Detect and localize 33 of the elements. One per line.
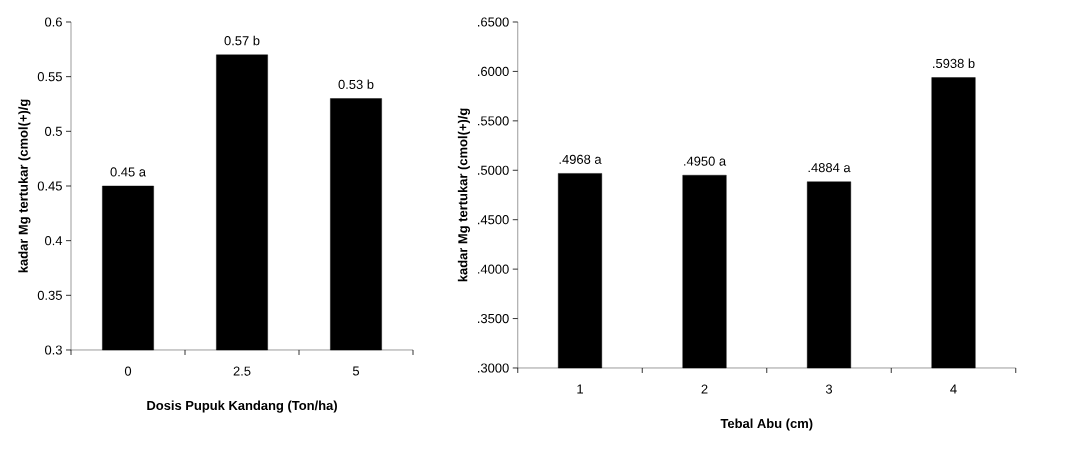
y-axis-title: kadar Mg tertukar (cmol(+)/g [18,99,31,273]
y-tick-label: 0.4 [44,236,63,246]
data-label: 0.45 a [110,167,146,177]
y-axis-title: kadar Mg tertukar (cmol(+)/g [457,108,470,282]
y-tick-label: .6000 [478,66,509,76]
y-tick-label: .3000 [478,363,509,373]
x-axis-title: Dosis Pupuk Kandang (Ton/ha) [147,400,337,413]
y-tick-label: .5000 [478,165,509,175]
y-tick-label: 0.6 [44,17,62,27]
y-tick-label: 0.5 [44,126,62,136]
data-label: .5938 b [933,58,975,69]
data-label: .4968 a [559,154,602,164]
x-tick-label: 4 [950,384,957,394]
data-label: 0.53 b [338,79,374,89]
data-label: .4884 a [808,163,851,173]
y-tick-label: 0.45 [37,181,62,191]
data-label: .4950 a [684,156,727,166]
y-tick-label: .3500 [478,313,509,324]
y-tick-label: 0.55 [37,72,62,82]
x-axis-title: Tebal Abu (cm) [720,418,813,431]
data-label: 0.57 b [224,35,260,46]
y-tick-label: .5500 [478,116,509,126]
x-tick-label: 3 [825,384,833,394]
x-tick-label: 2 [701,384,708,394]
x-tick-label: 0 [124,366,132,376]
y-tick-label: 0.35 [37,290,62,300]
y-tick-label: 0.3 [44,345,62,355]
y-tick-label: .4500 [478,215,509,225]
y-tick-label: .4000 [478,264,509,274]
x-tick-label: 2.5 [233,366,251,376]
x-tick-label: 5 [352,366,360,376]
y-tick-label: .6500 [478,17,509,27]
x-tick-label: 1 [577,384,583,394]
